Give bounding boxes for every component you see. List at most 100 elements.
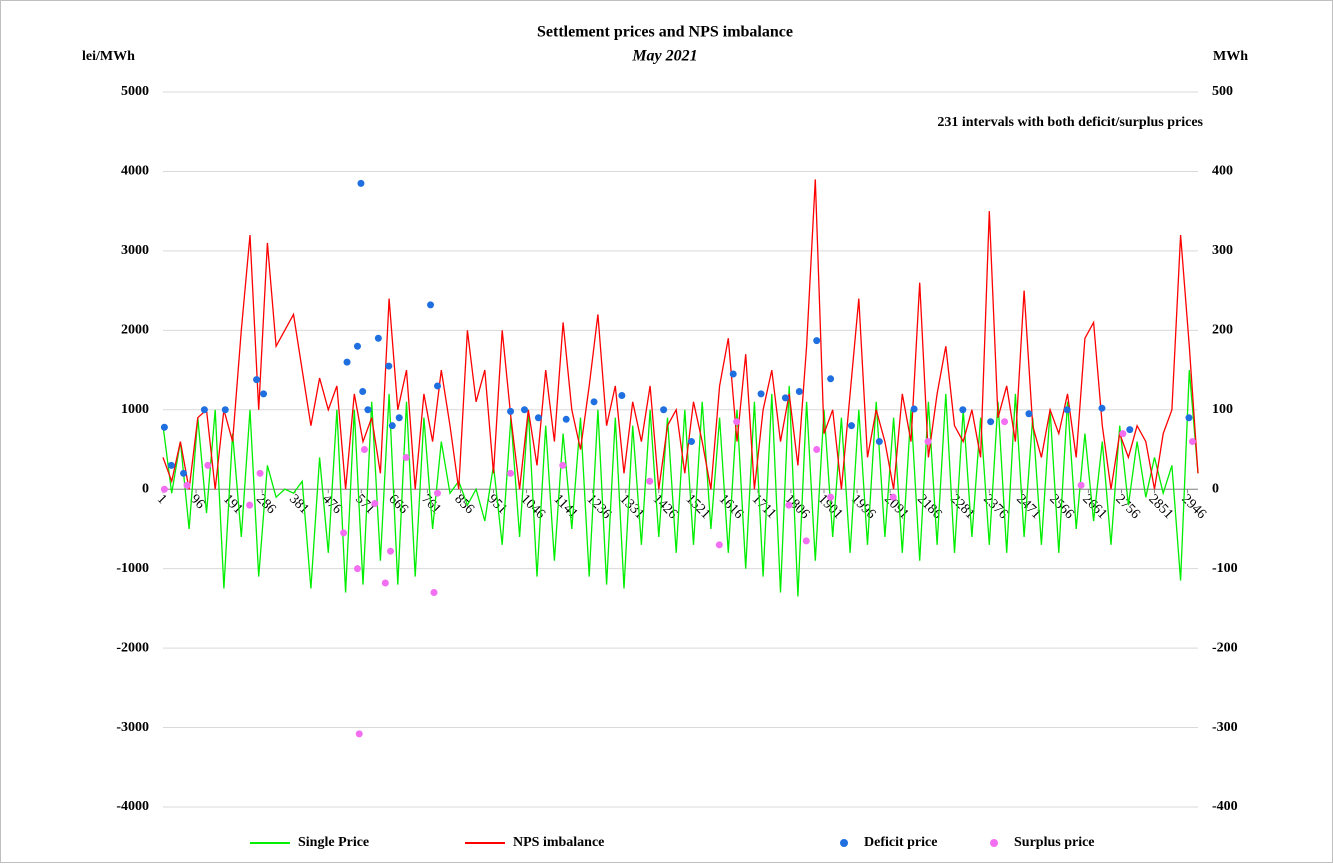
legend-swatch [990, 839, 998, 847]
legend: Single Price NPS imbalance Deficit price Su… [250, 835, 1095, 850]
plot [160, 179, 1199, 738]
data-point [183, 481, 191, 489]
data-point [246, 501, 254, 509]
series-line [162, 370, 1199, 597]
data-point [802, 537, 810, 545]
data-point [1126, 426, 1134, 434]
data-point [204, 461, 212, 469]
data-point [687, 438, 695, 446]
y2-tick-label: -100 [1212, 561, 1238, 576]
series-line [162, 179, 1199, 490]
data-point [520, 406, 528, 414]
data-point [395, 414, 403, 422]
data-point [256, 469, 264, 477]
y-tick-label: 2000 [121, 323, 149, 338]
y-tick-label: -2000 [116, 640, 149, 655]
data-point [353, 342, 361, 350]
data-point [646, 477, 654, 485]
data-point [785, 501, 793, 509]
data-point [987, 418, 995, 426]
data-point [1077, 481, 1085, 489]
data-point [757, 390, 765, 398]
data-point [715, 541, 723, 549]
y-tick-label: -4000 [116, 799, 149, 814]
legend-swatch [840, 839, 848, 847]
data-point [371, 500, 379, 508]
y-axis-label: lei/MWh [82, 49, 135, 64]
data-point [200, 406, 208, 414]
data-point [827, 493, 835, 501]
data-point [1098, 404, 1106, 412]
data-point [729, 370, 737, 378]
data-point [618, 391, 626, 399]
data-point [559, 461, 567, 469]
y-tick-label: -1000 [116, 561, 149, 576]
y2-tick-label: 500 [1212, 84, 1233, 99]
data-point [433, 382, 441, 390]
y2-tick-label: -400 [1212, 799, 1238, 814]
data-point [590, 398, 598, 406]
data-point [430, 589, 438, 596]
chart-subtitle: May 2021 [631, 48, 697, 65]
annotation: 231 intervals with both deficit/surplus … [937, 115, 1203, 130]
data-point [1025, 410, 1033, 418]
data-point [433, 489, 441, 497]
data-point [343, 358, 351, 366]
data-point [340, 529, 348, 537]
data-point [385, 362, 393, 370]
legend-label: Deficit price [864, 835, 937, 850]
y-tick-label: 3000 [121, 243, 149, 258]
data-point [357, 179, 365, 187]
y-tick-label: -3000 [116, 720, 149, 735]
y2-tick-label: 300 [1212, 243, 1233, 258]
data-point [355, 730, 363, 738]
legend-label: Single Price [298, 835, 369, 850]
data-point [260, 390, 268, 398]
legend-label: Surplus price [1014, 835, 1095, 850]
data-point [160, 485, 168, 493]
data-point [1001, 418, 1009, 426]
data-point [507, 469, 515, 477]
chart-title: Settlement prices and NPS imbalance [537, 24, 793, 41]
data-point [160, 423, 168, 431]
y2-tick-label: 0 [1212, 481, 1219, 496]
data-point [1063, 406, 1071, 414]
data-point [387, 547, 395, 555]
y2-tick-label: -300 [1212, 720, 1238, 735]
data-point [388, 422, 396, 430]
data-point [364, 406, 372, 414]
data-point [1119, 430, 1127, 438]
data-point [1188, 438, 1196, 446]
data-point [180, 469, 188, 477]
data-point [427, 301, 435, 309]
y-tick-label: 5000 [121, 84, 149, 99]
data-point [221, 406, 229, 414]
y-tick-label: 1000 [121, 402, 149, 417]
data-point [813, 337, 821, 345]
y-tick-label: 0 [142, 481, 149, 496]
data-point [827, 375, 835, 383]
data-point [353, 565, 361, 573]
y2-tick-label: -200 [1212, 640, 1238, 655]
data-point [534, 414, 542, 422]
data-point [847, 422, 855, 430]
data-point [374, 334, 382, 342]
data-point [889, 493, 897, 501]
y-tick-label: 4000 [121, 164, 149, 179]
legend-label: NPS imbalance [513, 835, 604, 850]
y2-axis-label: MWh [1213, 49, 1248, 64]
data-point [402, 453, 410, 461]
data-point [253, 376, 261, 384]
data-point [795, 388, 803, 396]
data-point [910, 405, 918, 413]
data-point [781, 394, 789, 402]
data-point [167, 461, 175, 469]
data-point [733, 418, 741, 426]
y2-tick-label: 100 [1212, 402, 1233, 417]
data-point [562, 415, 570, 423]
data-point [1185, 414, 1193, 422]
data-point [875, 438, 883, 446]
data-point [813, 446, 821, 453]
